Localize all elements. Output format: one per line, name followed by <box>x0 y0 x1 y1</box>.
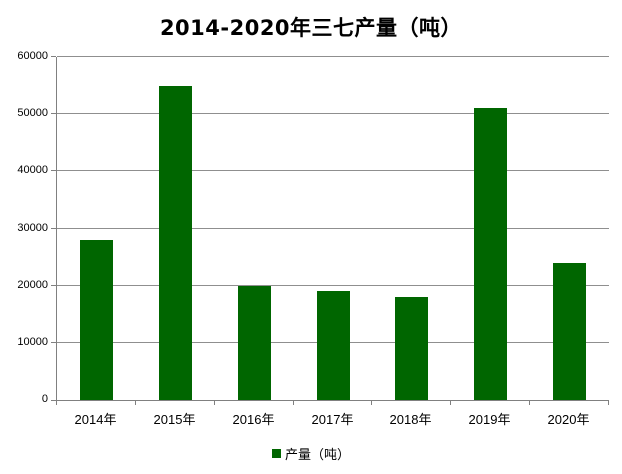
legend-label: 产量（吨） <box>284 447 350 462</box>
y-axis-tick <box>51 113 56 115</box>
bar-2019年 <box>474 108 507 400</box>
y-axis-tick <box>51 227 56 229</box>
y-axis-tick <box>51 341 56 343</box>
legend-marker-icon <box>271 449 281 458</box>
bar-2020年 <box>553 263 586 400</box>
legend: 产量（吨） <box>0 444 622 463</box>
x-axis-tick <box>135 401 136 405</box>
x-axis-category-label: 2019年 <box>468 412 511 427</box>
x-axis-category-label: 2015年 <box>153 412 196 427</box>
y-axis-tick <box>51 284 56 286</box>
x-axis-tick <box>293 401 294 405</box>
gridline <box>57 170 609 172</box>
x-axis-tick <box>608 401 609 405</box>
y-axis-tick <box>51 170 56 172</box>
x-axis-tick <box>56 401 57 405</box>
x-axis-category-label: 2017年 <box>311 412 354 427</box>
x-axis-tick <box>529 401 530 405</box>
x-axis-category-label: 2018年 <box>389 412 432 427</box>
y-axis-tick-label: 0 <box>41 393 48 405</box>
y-axis-tick-label: 50000 <box>17 107 48 120</box>
bar-2016年 <box>238 286 271 400</box>
bar-2014年 <box>80 240 113 400</box>
bar-2017年 <box>317 291 350 400</box>
y-axis-tick-label: 60000 <box>17 50 48 62</box>
x-axis-tick <box>214 401 215 405</box>
chart-title: 2014-2020年三七产量（吨） <box>159 16 463 40</box>
gridline <box>57 284 609 286</box>
gridline <box>57 227 609 229</box>
x-axis-tick <box>450 401 451 405</box>
y-axis-tick-label: 10000 <box>17 335 48 348</box>
y-axis-tick-label: 30000 <box>17 221 48 234</box>
plot-area <box>56 56 609 401</box>
y-axis-tick <box>51 56 56 57</box>
y-axis-tick-label: 40000 <box>17 164 48 177</box>
x-axis-category-label: 2014年 <box>74 412 117 427</box>
bar-2015年 <box>159 86 192 400</box>
y-axis-tick <box>51 400 56 401</box>
x-axis-tick <box>371 401 372 405</box>
gridline <box>57 113 609 115</box>
y-axis-tick-label: 20000 <box>17 278 48 291</box>
gridline <box>57 56 609 57</box>
x-axis-category-label: 2020年 <box>547 412 590 427</box>
bar-2018年 <box>395 297 428 400</box>
x-axis-category-label: 2016年 <box>232 412 275 427</box>
